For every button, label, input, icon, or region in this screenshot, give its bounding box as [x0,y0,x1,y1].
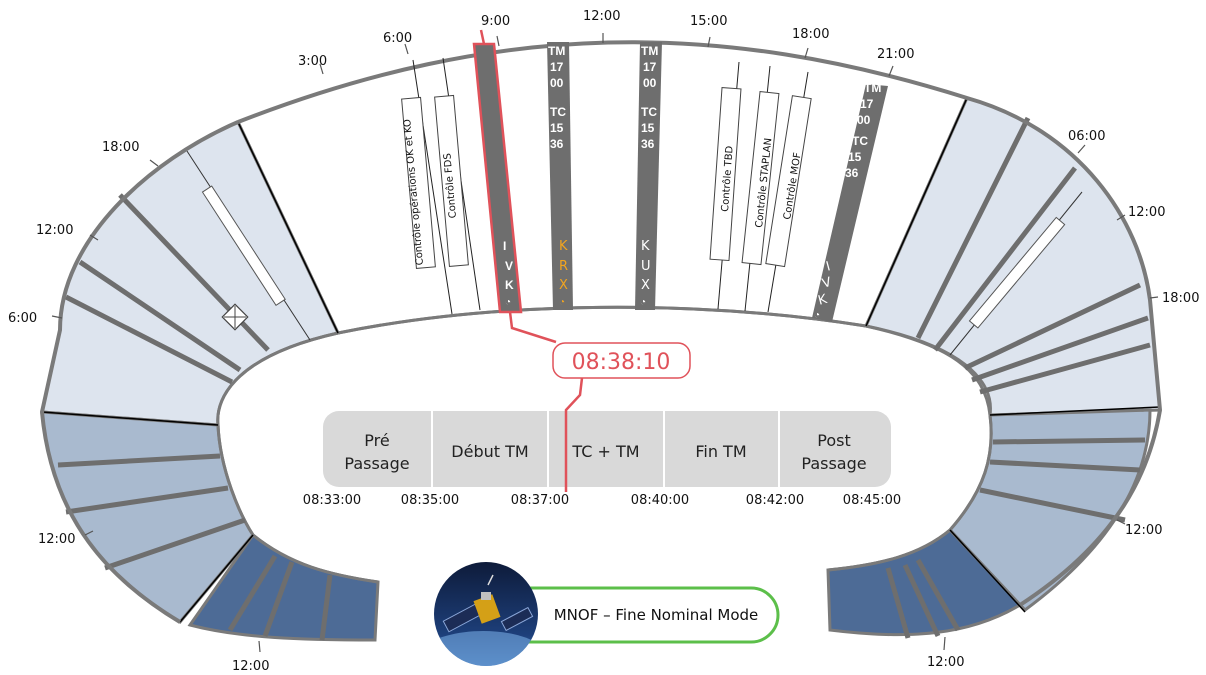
pass-2-antenna-icon: ◔ [559,297,565,308]
tick-3-00: 3:00 [298,54,327,69]
svg-text:36: 36 [845,166,859,180]
phase-time-1: 08:35:00 [401,493,459,508]
control-fds-label: Contrôle FDS [441,153,459,219]
pass-4-station-2: V [821,275,834,292]
svg-text:15: 15 [641,121,655,135]
phase-fin-tm[interactable]: Fin TM [695,442,746,461]
now-indicator: 08:38:10 [479,29,691,492]
phase-pre-passage[interactable]: Pré Passage [344,431,409,473]
svg-text:17: 17 [643,60,657,74]
svg-text:TC: TC [641,105,657,119]
tick-left-18-00: 18:00 [102,140,139,155]
tick-right-12-00-c: 12:00 [927,655,964,670]
pass-1-station-2: V [505,259,513,273]
pass-1-station-3: K [505,278,514,292]
maneuver-marker-icon[interactable] [221,303,249,331]
phase-time-2: 08:37:00 [511,493,569,508]
pass-2-tc: TC [550,105,566,119]
pass-kux[interactable]: TM 17 00 TC 15 36 K U X ◔ [635,42,662,310]
svg-text:TM: TM [864,81,881,95]
past-passes-left [57,193,333,641]
past-control-bar-left [201,185,286,306]
svg-text:15: 15 [550,121,564,135]
tick-9-00: 9:00 [481,14,510,29]
pass-ivk-current[interactable]: I V K ◔ [472,42,523,314]
phase-tc-tm[interactable]: TC + TM [571,442,639,461]
svg-text:TC: TC [852,134,868,148]
mode-badge[interactable]: MNOF – Fine Nominal Mode [434,562,780,670]
pass-2-station-2: R [559,259,568,274]
ring-ticks [51,33,1159,653]
svg-text:17: 17 [860,97,874,111]
pass-2-tm: TM [548,44,565,58]
satellite-icon [434,562,538,666]
control-tbd[interactable]: Contrôle TBD [709,87,742,262]
pass-3-station-3: X [641,278,650,293]
pass-1-station-1: I [503,239,506,253]
phase-time-0: 08:33:00 [303,493,361,508]
pass-2-station-1: K [559,239,568,254]
tick-right-12-00: 12:00 [1128,205,1165,220]
ring-outer-edge [237,40,1163,607]
svg-text:Passage: Passage [801,454,866,473]
pass-3-station-2: U [641,259,651,274]
svg-text:Post: Post [817,431,850,450]
mode-label: MNOF – Fine Nominal Mode [554,606,759,624]
pass-2-station-3: X [559,278,568,293]
svg-text:Pré: Pré [364,431,389,450]
control-tbd-label: Contrôle TBD [719,145,736,212]
tick-6-00: 6:00 [383,31,412,46]
svg-text:36: 36 [641,137,655,151]
pass-krx[interactable]: TM 17 00 TC 15 36 K R X ◔ [547,42,573,310]
svg-text:TM: TM [641,44,658,58]
tick-right-06-00: 06:00 [1068,129,1105,144]
tick-12-00: 12:00 [583,9,620,24]
svg-text:00: 00 [550,76,564,90]
phase-time-3: 08:40:00 [631,493,689,508]
tick-18-00: 18:00 [792,27,829,42]
control-fds[interactable]: Contrôle FDS [434,94,469,268]
pass-3-antenna-icon: ◔ [640,297,646,308]
ring-tick-labels: 3:00 6:00 9:00 12:00 15:00 18:00 21:00 0… [8,9,1199,674]
phase-debut-tm[interactable]: Début TM [451,442,528,461]
pass-phases: Pré Passage Début TM TC + TM Fin TM Post… [303,411,901,508]
tick-left-6-00: 6:00 [8,311,37,326]
pass-ivk-next[interactable]: TM 17 00 TC 15 36 I V K ◔ [812,81,888,322]
current-time-badge [552,342,691,379]
svg-text:Passage: Passage [344,454,409,473]
phase-time-4: 08:42:00 [746,493,804,508]
past-control-bar-right [968,216,1066,329]
tick-left-12-00: 12:00 [36,223,73,238]
past-passes-right [885,116,1151,639]
svg-text:15: 15 [848,150,862,164]
tick-21-00: 21:00 [877,47,914,62]
pass-3-station-1: K [641,239,650,254]
tick-right-12-00-b: 12:00 [1125,523,1162,538]
tick-left-12-00-b: 12:00 [38,532,75,547]
svg-text:00: 00 [643,76,657,90]
pass-4-station-1: I [825,259,833,274]
tick-15-00: 15:00 [690,14,727,29]
phase-time-5: 08:45:00 [843,493,901,508]
phase-post-passage[interactable]: Post Passage [801,431,866,473]
pass-4-antenna-icon: ◔ [814,310,820,321]
svg-text:36: 36 [550,137,564,151]
ring [39,40,1163,642]
current-time: 08:38:10 [572,350,671,375]
svg-text:17: 17 [550,60,564,74]
tick-left-12-00-c: 12:00 [232,659,269,674]
svg-text:00: 00 [857,113,871,127]
tick-right-18-00: 18:00 [1162,291,1199,306]
pass-1-antenna-icon: ◔ [505,297,511,308]
